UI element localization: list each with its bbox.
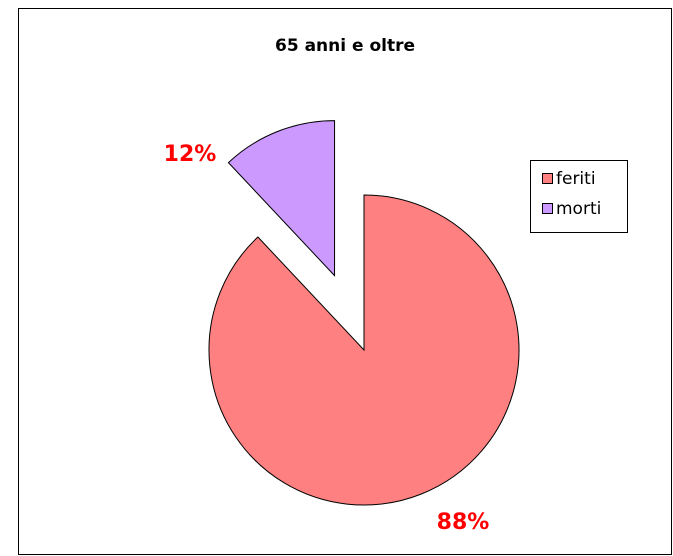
chart-title: 65 anni e oltre [275,36,415,56]
legend-label: morti [556,199,601,219]
legend-label: feriti [556,169,596,189]
legend-swatch [542,203,553,214]
pie-slice [208,194,520,506]
data-label: 88% [437,510,490,535]
legend-box [530,160,628,233]
pie-slice [227,120,336,277]
legend-swatch [542,173,553,184]
data-label: 12% [164,142,217,167]
